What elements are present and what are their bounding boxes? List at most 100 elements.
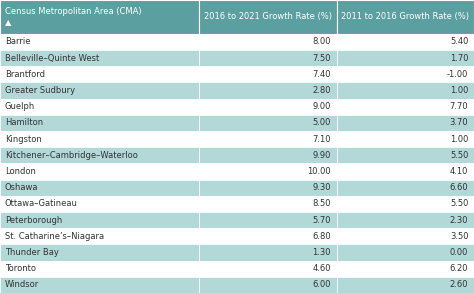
Text: 1.30: 1.30 bbox=[312, 248, 331, 257]
Bar bbox=[0, 260, 199, 277]
Bar bbox=[337, 163, 474, 180]
Text: Census Metropolitan Area (CMA)
▲: Census Metropolitan Area (CMA) ▲ bbox=[5, 7, 141, 27]
Bar bbox=[199, 131, 337, 147]
Bar bbox=[199, 163, 337, 180]
Text: Ottawa–Gatineau: Ottawa–Gatineau bbox=[5, 199, 78, 208]
Bar bbox=[199, 34, 337, 50]
Text: 6.80: 6.80 bbox=[312, 232, 331, 241]
Text: Oshawa: Oshawa bbox=[5, 183, 38, 192]
Bar bbox=[199, 82, 337, 98]
Bar bbox=[0, 228, 199, 244]
Bar bbox=[337, 66, 474, 82]
Text: 1.00: 1.00 bbox=[450, 86, 468, 95]
Bar bbox=[337, 131, 474, 147]
Bar bbox=[0, 180, 199, 196]
Bar bbox=[199, 0, 337, 34]
Text: Guelph: Guelph bbox=[5, 102, 35, 111]
Bar bbox=[199, 277, 337, 293]
Text: 2.80: 2.80 bbox=[312, 86, 331, 95]
Text: 9.90: 9.90 bbox=[312, 151, 331, 160]
Bar bbox=[337, 260, 474, 277]
Text: 6.00: 6.00 bbox=[312, 280, 331, 289]
Text: Greater Sudbury: Greater Sudbury bbox=[5, 86, 75, 95]
Text: 2011 to 2016 Growth Rate (%): 2011 to 2016 Growth Rate (%) bbox=[341, 12, 469, 21]
Bar bbox=[337, 277, 474, 293]
Bar bbox=[0, 50, 199, 66]
Text: 5.70: 5.70 bbox=[312, 216, 331, 224]
Bar bbox=[337, 228, 474, 244]
Text: 9.00: 9.00 bbox=[312, 102, 331, 111]
Bar bbox=[0, 131, 199, 147]
Bar bbox=[0, 34, 199, 50]
Text: 7.40: 7.40 bbox=[312, 70, 331, 79]
Bar bbox=[199, 180, 337, 196]
Bar bbox=[199, 115, 337, 131]
Bar bbox=[337, 82, 474, 98]
Bar bbox=[337, 180, 474, 196]
Bar bbox=[337, 0, 474, 34]
Text: 8.50: 8.50 bbox=[312, 199, 331, 208]
Text: 4.60: 4.60 bbox=[312, 264, 331, 273]
Bar bbox=[337, 244, 474, 260]
Bar bbox=[0, 0, 199, 34]
Bar bbox=[199, 147, 337, 163]
Text: 0.00: 0.00 bbox=[450, 248, 468, 257]
Bar bbox=[199, 260, 337, 277]
Bar bbox=[199, 196, 337, 212]
Text: Peterborough: Peterborough bbox=[5, 216, 62, 224]
Bar bbox=[0, 115, 199, 131]
Text: Windsor: Windsor bbox=[5, 280, 39, 289]
Text: 8.00: 8.00 bbox=[312, 37, 331, 46]
Text: Toronto: Toronto bbox=[5, 264, 36, 273]
Text: 3.70: 3.70 bbox=[450, 118, 468, 127]
Text: 9.30: 9.30 bbox=[312, 183, 331, 192]
Text: 4.10: 4.10 bbox=[450, 167, 468, 176]
Text: London: London bbox=[5, 167, 36, 176]
Text: 5.50: 5.50 bbox=[450, 151, 468, 160]
Text: Thunder Bay: Thunder Bay bbox=[5, 248, 59, 257]
Bar bbox=[199, 244, 337, 260]
Text: Barrie: Barrie bbox=[5, 37, 30, 46]
Bar bbox=[0, 277, 199, 293]
Text: 5.00: 5.00 bbox=[312, 118, 331, 127]
Text: 7.50: 7.50 bbox=[312, 54, 331, 62]
Bar bbox=[337, 98, 474, 115]
Text: 7.70: 7.70 bbox=[450, 102, 468, 111]
Bar bbox=[199, 66, 337, 82]
Bar bbox=[337, 212, 474, 228]
Bar bbox=[337, 50, 474, 66]
Bar bbox=[0, 212, 199, 228]
Text: -1.00: -1.00 bbox=[447, 70, 468, 79]
Text: 6.20: 6.20 bbox=[450, 264, 468, 273]
Text: 6.60: 6.60 bbox=[450, 183, 468, 192]
Bar bbox=[0, 66, 199, 82]
Text: 1.70: 1.70 bbox=[450, 54, 468, 62]
Bar bbox=[0, 163, 199, 180]
Bar bbox=[337, 147, 474, 163]
Text: 2016 to 2021 Growth Rate (%): 2016 to 2021 Growth Rate (%) bbox=[204, 12, 332, 21]
Text: 2.30: 2.30 bbox=[450, 216, 468, 224]
Bar bbox=[199, 50, 337, 66]
Text: Kitchener–Cambridge–Waterloo: Kitchener–Cambridge–Waterloo bbox=[5, 151, 137, 160]
Bar bbox=[0, 244, 199, 260]
Bar bbox=[337, 34, 474, 50]
Text: 5.50: 5.50 bbox=[450, 199, 468, 208]
Text: 1.00: 1.00 bbox=[450, 134, 468, 144]
Bar bbox=[337, 196, 474, 212]
Text: St. Catharine’s–Niagara: St. Catharine’s–Niagara bbox=[5, 232, 104, 241]
Text: 2.60: 2.60 bbox=[450, 280, 468, 289]
Text: 5.40: 5.40 bbox=[450, 37, 468, 46]
Bar bbox=[0, 196, 199, 212]
Bar bbox=[337, 115, 474, 131]
Text: 10.00: 10.00 bbox=[307, 167, 331, 176]
Text: 7.10: 7.10 bbox=[312, 134, 331, 144]
Text: Brantford: Brantford bbox=[5, 70, 45, 79]
Bar bbox=[0, 147, 199, 163]
Bar bbox=[199, 228, 337, 244]
Text: Hamilton: Hamilton bbox=[5, 118, 43, 127]
Bar bbox=[0, 82, 199, 98]
Text: Belleville–Quinte West: Belleville–Quinte West bbox=[5, 54, 99, 62]
Text: Kingston: Kingston bbox=[5, 134, 42, 144]
Bar bbox=[199, 212, 337, 228]
Bar bbox=[0, 98, 199, 115]
